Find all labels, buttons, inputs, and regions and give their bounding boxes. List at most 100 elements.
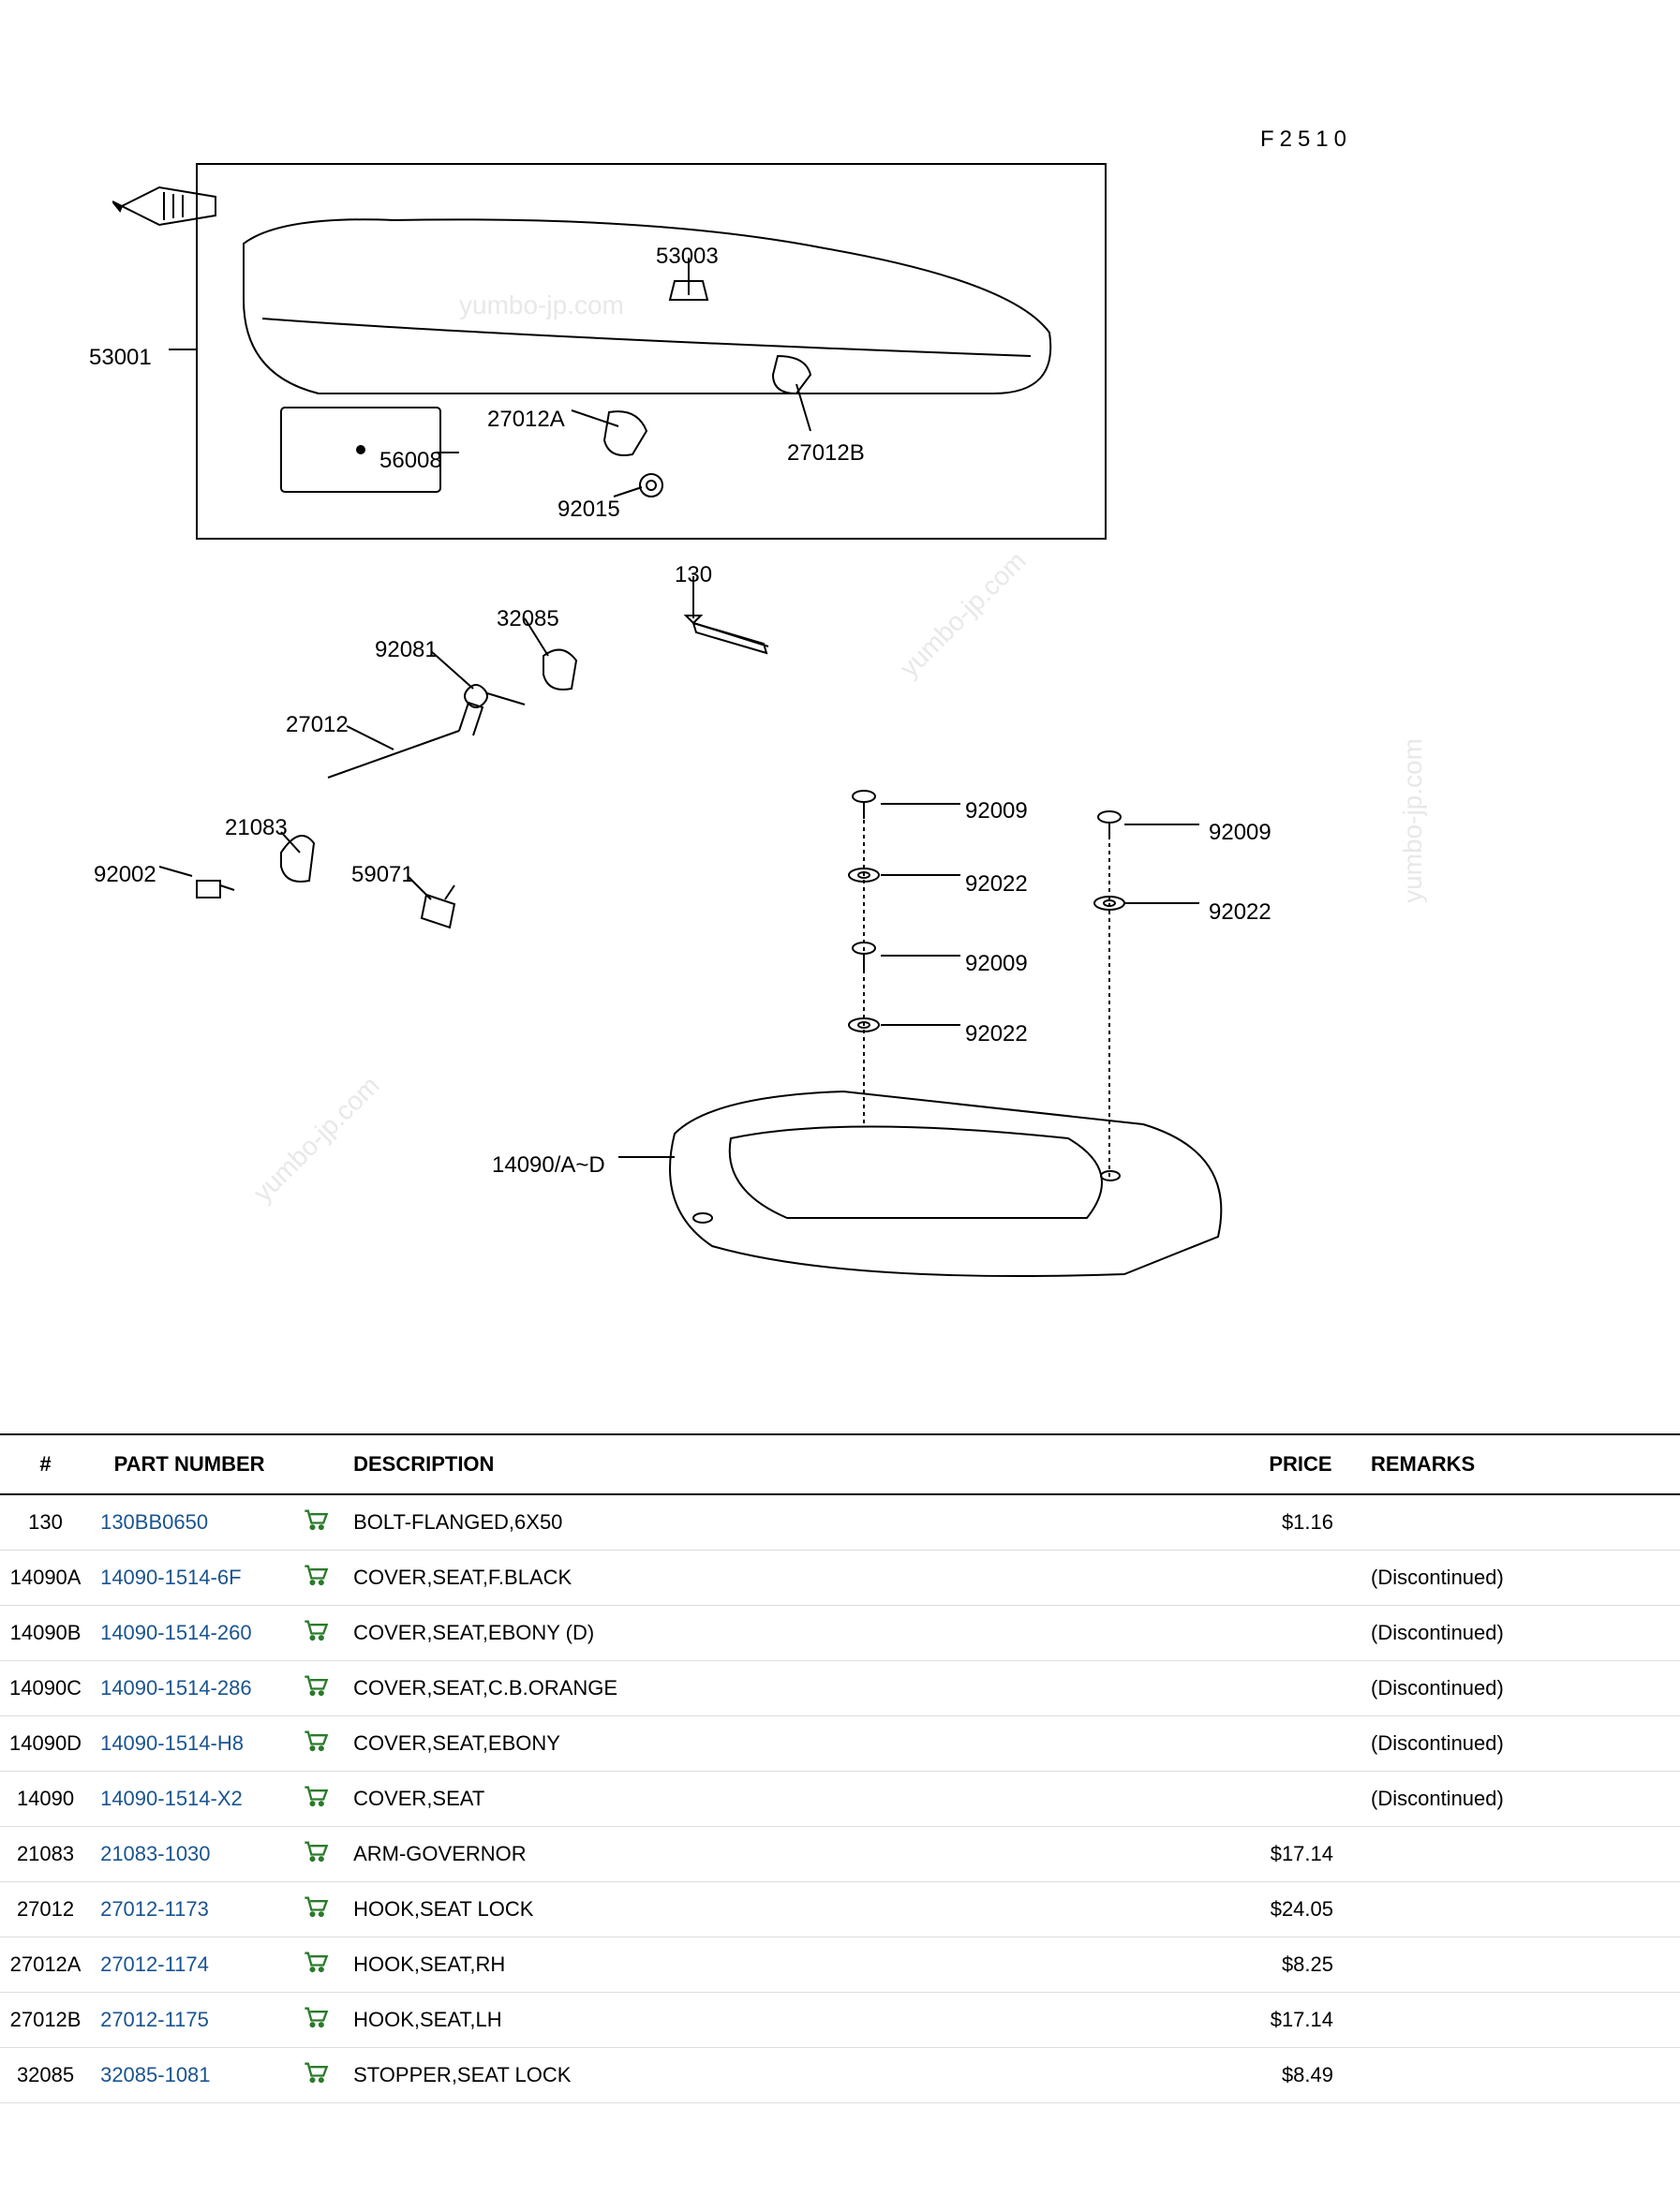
callout-59071: 59071 [351, 862, 414, 888]
cell-price: $8.49 [1240, 2048, 1361, 2103]
cell-cart [288, 1827, 344, 1882]
col-desc: DESCRIPTION [344, 1434, 1240, 1494]
cell-price [1240, 1606, 1361, 1661]
cell-price: $1.16 [1240, 1494, 1361, 1551]
table-row: 2701227012-1173HOOK,SEAT LOCK$24.05 [0, 1882, 1680, 1937]
table-row: 27012B27012-1175HOOK,SEAT,LH$17.14 [0, 1993, 1680, 2048]
cell-description: COVER,SEAT [344, 1772, 1240, 1827]
cell-price [1240, 1772, 1361, 1827]
cell-partnumber: 14090-1514-260 [91, 1606, 288, 1661]
callout-92022: 92022 [1209, 899, 1271, 926]
parts-table: # PART NUMBER DESCRIPTION PRICE REMARKS … [0, 1433, 1680, 2103]
cart-icon[interactable] [303, 1785, 329, 1807]
table-row: 14090A14090-1514-6FCOVER,SEAT,F.BLACK(Di… [0, 1551, 1680, 1606]
cell-price [1240, 1551, 1361, 1606]
cart-icon[interactable] [303, 1564, 329, 1586]
cart-icon[interactable] [303, 1619, 329, 1641]
cell-partnumber: 32085-1081 [91, 2048, 288, 2103]
callout-27012A: 27012A [487, 407, 565, 433]
cell-ref: 14090B [0, 1606, 91, 1661]
cell-cart [288, 1772, 344, 1827]
cell-description: HOOK,SEAT LOCK [344, 1882, 1240, 1937]
cell-description: STOPPER,SEAT LOCK [344, 2048, 1240, 2103]
cell-ref: 21083 [0, 1827, 91, 1882]
cart-icon[interactable] [303, 1895, 329, 1918]
cell-ref: 130 [0, 1494, 91, 1551]
cell-ref: 14090C [0, 1661, 91, 1716]
col-pn: PART NUMBER [91, 1434, 288, 1494]
partnumber-link[interactable]: 21083-1030 [100, 1842, 210, 1865]
cell-price: $24.05 [1240, 1882, 1361, 1937]
col-price: PRICE [1240, 1434, 1361, 1494]
partnumber-link[interactable]: 14090-1514-286 [100, 1676, 251, 1700]
cell-remarks: (Discontinued) [1361, 1716, 1680, 1772]
cell-ref: 14090D [0, 1716, 91, 1772]
partnumber-link[interactable]: 27012-1174 [100, 1952, 209, 1976]
cart-icon[interactable] [303, 1508, 329, 1531]
cell-description: ARM-GOVERNOR [344, 1827, 1240, 1882]
cart-icon[interactable] [303, 1951, 329, 1973]
cell-remarks [1361, 1494, 1680, 1551]
partnumber-link[interactable]: 27012-1173 [100, 1897, 209, 1921]
cart-icon[interactable] [303, 1674, 329, 1697]
callout-53003: 53003 [656, 244, 719, 270]
cart-icon[interactable] [303, 1840, 329, 1863]
cell-remarks: (Discontinued) [1361, 1606, 1680, 1661]
cell-partnumber: 14090-1514-X2 [91, 1772, 288, 1827]
cell-cart [288, 1494, 344, 1551]
callout-92022: 92022 [965, 1021, 1028, 1047]
cell-cart [288, 1661, 344, 1716]
partnumber-link[interactable]: 130BB0650 [100, 1510, 208, 1534]
cell-partnumber: 14090-1514-H8 [91, 1716, 288, 1772]
cell-cart [288, 1551, 344, 1606]
cell-ref: 32085 [0, 2048, 91, 2103]
callout-27012B: 27012B [787, 440, 865, 467]
callout-130: 130 [675, 562, 712, 588]
cell-partnumber: 27012-1174 [91, 1937, 288, 1993]
table-row: 130130BB0650BOLT-FLANGED,6X50$1.16 [0, 1494, 1680, 1551]
cell-description: COVER,SEAT,C.B.ORANGE [344, 1661, 1240, 1716]
table-row: 14090D 14090-1514-H8 COVER,SEAT,EBONY (Disc… [0, 1716, 1680, 1772]
table-row: 14090B14090-1514-260COVER,SEAT,EBONY (D)… [0, 1606, 1680, 1661]
cell-description: HOOK,SEAT,RH [344, 1937, 1240, 1993]
diagram-lineart [0, 0, 1680, 1429]
cart-icon[interactable] [303, 2006, 329, 2028]
cell-cart [288, 1882, 344, 1937]
cell-cart [288, 1606, 344, 1661]
cell-remarks [1361, 1993, 1680, 2048]
cell-price: $17.14 [1240, 1827, 1361, 1882]
callout-53001: 53001 [89, 345, 152, 371]
partnumber-link[interactable]: 14090-1514-H8 [100, 1731, 244, 1755]
cell-partnumber: 21083-1030 [91, 1827, 288, 1882]
callout-32085: 32085 [497, 606, 559, 632]
partnumber-link[interactable]: 14090-1514-X2 [100, 1787, 243, 1810]
callout-92009: 92009 [965, 951, 1028, 977]
table-row: 1409014090-1514-X2COVER,SEAT(Discontinue… [0, 1772, 1680, 1827]
partnumber-link[interactable]: 27012-1175 [100, 2008, 209, 2031]
cell-cart [288, 1937, 344, 1993]
cell-price: $8.25 [1240, 1937, 1361, 1993]
table-header: # PART NUMBER DESCRIPTION PRICE REMARKS [0, 1434, 1680, 1494]
cell-remarks [1361, 2048, 1680, 2103]
cell-cart [288, 1716, 344, 1772]
cell-remarks [1361, 1882, 1680, 1937]
cell-remarks [1361, 1937, 1680, 1993]
cell-remarks: (Discontinued) [1361, 1551, 1680, 1606]
cell-partnumber: 27012-1175 [91, 1993, 288, 2048]
partnumber-link[interactable]: 32085-1081 [100, 2063, 210, 2086]
cell-partnumber: 130BB0650 [91, 1494, 288, 1551]
partnumber-link[interactable]: 14090-1514-6F [100, 1566, 241, 1589]
cart-icon[interactable] [303, 1729, 329, 1752]
cell-remarks [1361, 1827, 1680, 1882]
col-cart [288, 1434, 344, 1494]
callout-56008: 56008 [379, 448, 442, 474]
callout-21083: 21083 [225, 815, 288, 841]
cell-description: COVER,SEAT,EBONY [344, 1716, 1240, 1772]
col-ref: # [0, 1434, 91, 1494]
cart-icon[interactable] [303, 2061, 329, 2084]
table-row: 14090C 14090-1514-286 COVER,SEAT,C.B.ORANG… [0, 1661, 1680, 1716]
partnumber-link[interactable]: 14090-1514-260 [100, 1621, 251, 1644]
cell-price [1240, 1661, 1361, 1716]
table-row: 21083 21083-1030 ARM-GOVERNOR$17.14 [0, 1827, 1680, 1882]
cell-ref: 27012A [0, 1937, 91, 1993]
